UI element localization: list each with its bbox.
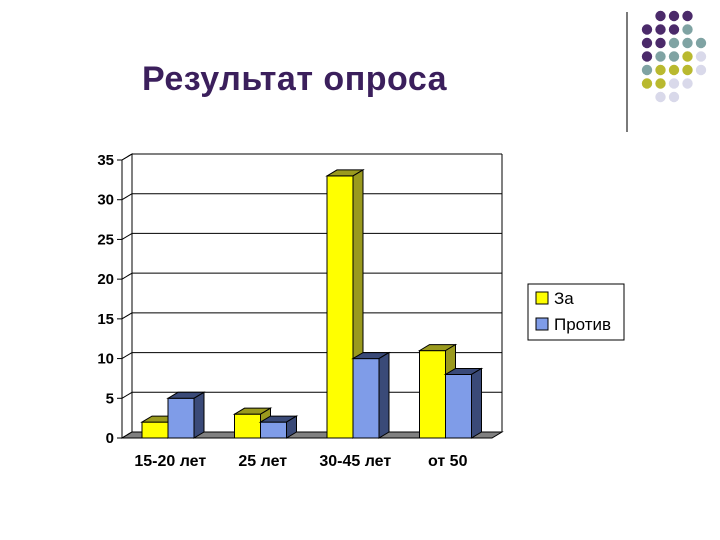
decorative-dot — [655, 37, 666, 49]
gridline-side — [121, 193, 133, 201]
gridline-side — [121, 352, 133, 360]
y-tick-label: 35 — [97, 152, 114, 169]
decorative-divider — [626, 12, 628, 132]
bar-za — [141, 421, 169, 439]
bar-protiv — [167, 397, 195, 439]
decorative-dot — [668, 91, 680, 103]
decorative-dot — [682, 78, 693, 89]
slide-title: Результат опроса — [142, 60, 448, 98]
decorative-dot — [682, 10, 693, 22]
bar-protiv — [445, 373, 472, 439]
decorative-dot — [655, 91, 666, 103]
decorative-dot — [695, 51, 707, 62]
decorative-dot — [655, 78, 666, 89]
bar-za — [326, 175, 354, 439]
bar-side-face — [471, 367, 482, 439]
y-tick-label: 25 — [97, 231, 114, 248]
x-category-label: 15-20 лет — [134, 453, 206, 470]
y-tick-label: 30 — [97, 192, 114, 209]
decorative-dot — [695, 37, 707, 49]
decorative-dot — [655, 51, 666, 62]
decorative-dot — [655, 24, 666, 35]
x-category-label: 25 лет — [238, 453, 287, 470]
decorative-dot — [641, 37, 653, 49]
x-category-label: 30-45 лет — [319, 453, 391, 470]
gridline-side — [121, 153, 133, 161]
gridline-side — [121, 312, 133, 320]
y-tick-label: 10 — [97, 351, 114, 368]
bar-side-face — [193, 391, 205, 439]
decorative-dot — [682, 51, 693, 62]
y-tick-label: 15 — [97, 311, 114, 328]
y-tick-label: 20 — [97, 271, 114, 288]
decorative-dot — [668, 51, 680, 62]
decorative-dot — [655, 10, 666, 22]
bar-za — [419, 350, 446, 439]
decorative-dot-grid — [641, 10, 707, 103]
decorative-dot — [668, 24, 680, 35]
decorative-dot — [668, 37, 680, 49]
decorative-dot — [668, 78, 680, 89]
bar-protiv — [352, 358, 380, 439]
legend-label: Против — [554, 315, 611, 334]
x-category-label: от 50 — [428, 453, 468, 470]
gridline-side — [121, 391, 133, 399]
bar-za — [234, 413, 261, 439]
bar-side-face — [378, 351, 390, 439]
decorative-dot — [695, 64, 707, 76]
gridline-side — [121, 272, 133, 280]
decorative-dot — [682, 37, 693, 49]
y-tick-label: 5 — [106, 390, 114, 407]
gridline-side — [121, 232, 133, 240]
legend-swatch-protiv — [535, 317, 549, 331]
decorative-dot — [641, 51, 653, 62]
bar-side-face — [286, 415, 297, 439]
decorative-dot — [682, 24, 693, 35]
legend-label: За — [554, 289, 574, 308]
y-tick-label: 0 — [106, 430, 114, 447]
decorative-dot — [641, 64, 653, 76]
decorative-dot — [641, 78, 653, 89]
decorative-dot — [655, 64, 666, 76]
decorative-dot — [668, 10, 680, 22]
bar-protiv — [260, 421, 287, 439]
decorative-dot — [641, 24, 653, 35]
decorative-dot — [682, 64, 693, 76]
decorative-dot — [668, 64, 680, 76]
legend-swatch-za — [535, 291, 549, 305]
